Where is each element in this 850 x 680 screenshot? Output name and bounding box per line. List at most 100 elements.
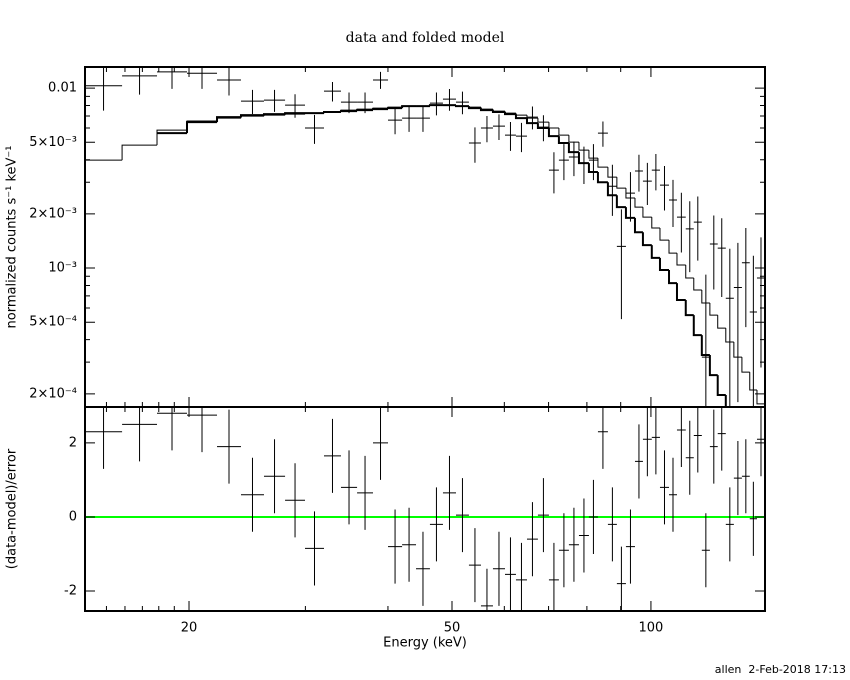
data-point bbox=[725, 248, 734, 407]
model-step bbox=[615, 195, 626, 209]
model-step bbox=[597, 158, 608, 168]
model-step bbox=[428, 104, 443, 107]
data-point bbox=[217, 409, 241, 484]
data-point bbox=[388, 108, 403, 135]
model-step bbox=[558, 128, 569, 136]
data-point bbox=[693, 196, 702, 261]
data-point bbox=[588, 144, 598, 181]
data-point bbox=[504, 122, 516, 151]
data-point bbox=[669, 457, 677, 532]
model-step bbox=[756, 390, 765, 405]
y-tick-label: 5×10⁻⁴ bbox=[29, 315, 77, 330]
data-point bbox=[642, 407, 652, 477]
model-step bbox=[658, 257, 670, 272]
y-tick-label: 10⁻³ bbox=[48, 261, 77, 276]
x-tick-label: 50 bbox=[444, 621, 461, 636]
data-point bbox=[701, 513, 710, 588]
data-point bbox=[537, 478, 549, 553]
model-step bbox=[156, 129, 187, 146]
data-point bbox=[597, 121, 608, 147]
model-step bbox=[716, 375, 726, 397]
model-step bbox=[659, 227, 670, 241]
data-point bbox=[597, 407, 608, 469]
data-point bbox=[651, 407, 660, 475]
data-point bbox=[429, 92, 443, 116]
model-step bbox=[479, 108, 493, 112]
y-tick-label: 0 bbox=[69, 509, 77, 524]
data-point bbox=[122, 407, 158, 462]
y-tick-label: 2×10⁻⁴ bbox=[29, 386, 77, 401]
model-step bbox=[322, 111, 341, 114]
data-point bbox=[285, 94, 306, 118]
data-point bbox=[685, 201, 694, 273]
data-point bbox=[676, 192, 686, 253]
model-step bbox=[717, 315, 726, 329]
model-step bbox=[700, 335, 710, 356]
data-point bbox=[240, 89, 264, 115]
data-point bbox=[659, 166, 670, 211]
model-step bbox=[676, 253, 686, 266]
model-step bbox=[480, 107, 493, 110]
data-point bbox=[717, 218, 726, 298]
data-point bbox=[659, 450, 670, 525]
data-point bbox=[634, 424, 643, 499]
model-step bbox=[239, 114, 264, 118]
data-point bbox=[429, 487, 443, 562]
model-step bbox=[709, 303, 718, 316]
data-point bbox=[642, 162, 652, 206]
y-tick-label: 2 bbox=[69, 435, 77, 450]
model-step bbox=[467, 106, 481, 110]
data-point bbox=[616, 209, 626, 320]
model-step bbox=[708, 354, 718, 377]
data-point bbox=[676, 407, 686, 467]
data-point bbox=[669, 179, 677, 228]
plot-area bbox=[85, 67, 765, 465]
model-step bbox=[514, 114, 527, 120]
data-point bbox=[263, 439, 286, 514]
data-point bbox=[733, 441, 742, 516]
data-point bbox=[616, 546, 626, 611]
data-point bbox=[504, 537, 516, 611]
data-point bbox=[725, 487, 734, 562]
model-step bbox=[216, 116, 241, 123]
data-point bbox=[492, 531, 505, 606]
data-point bbox=[442, 455, 456, 530]
model-step bbox=[668, 240, 677, 254]
model-step bbox=[284, 112, 306, 115]
model-step bbox=[587, 163, 598, 173]
data-point bbox=[685, 420, 694, 495]
model-step bbox=[536, 123, 549, 130]
data-point bbox=[186, 407, 218, 453]
model-step bbox=[642, 207, 652, 218]
data-point bbox=[85, 407, 123, 469]
footer: allen 2-Feb-2018 17:13 bbox=[715, 663, 846, 676]
data-point bbox=[357, 455, 374, 530]
plot-area bbox=[85, 407, 765, 611]
data-point bbox=[625, 172, 635, 222]
data-point bbox=[709, 409, 718, 484]
data-point bbox=[515, 542, 527, 611]
data-point bbox=[263, 89, 286, 112]
data-point bbox=[305, 511, 324, 586]
model-step bbox=[503, 112, 516, 116]
data-point bbox=[186, 67, 218, 89]
model-step bbox=[121, 144, 158, 161]
data-point bbox=[756, 407, 765, 477]
model-step bbox=[262, 113, 286, 116]
model-step bbox=[588, 150, 598, 159]
y-tick-label: 5×10⁻³ bbox=[29, 135, 77, 150]
data-point bbox=[568, 507, 579, 582]
data-point bbox=[741, 227, 750, 328]
model-step bbox=[624, 207, 635, 219]
model-step bbox=[685, 264, 694, 279]
model-step bbox=[240, 115, 264, 119]
model-step bbox=[651, 217, 660, 229]
model-step bbox=[750, 448, 757, 465]
model-step bbox=[634, 198, 643, 208]
data-point bbox=[558, 144, 569, 181]
model-step bbox=[468, 106, 481, 108]
data-point bbox=[340, 450, 358, 525]
data-point bbox=[568, 141, 579, 177]
model-step bbox=[504, 111, 516, 114]
model-step bbox=[633, 217, 643, 234]
